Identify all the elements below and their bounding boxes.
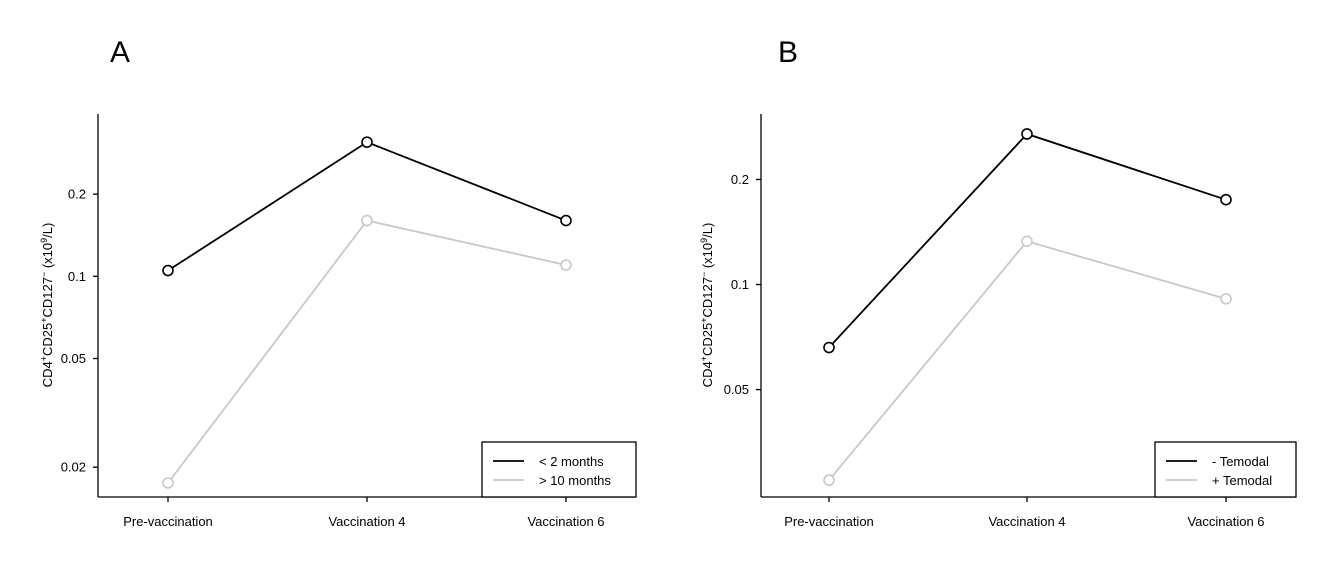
- x-tick-label: Pre-vaccination: [784, 514, 874, 529]
- legend: < 2 months > 10 months: [481, 441, 637, 498]
- y-tick-label: 0.05: [724, 382, 749, 397]
- data-point: [162, 264, 174, 277]
- y-tick-label: 0.02: [61, 460, 86, 475]
- data-point: [560, 214, 572, 227]
- x-tick-label: Vaccination 4: [988, 514, 1065, 529]
- y-tick-label: 0.05: [61, 351, 86, 366]
- legend-label: - Temodal: [1212, 454, 1269, 469]
- y-tick-label: 0.1: [68, 269, 86, 284]
- data-point: [1220, 193, 1232, 206]
- legend-label: < 2 months: [539, 454, 604, 469]
- x-tick-label: Pre-vaccination: [123, 514, 213, 529]
- x-tick-label: Vaccination 4: [328, 514, 405, 529]
- panel-a: A 0.02 0.05 0.1 0.2 Pre-vaccination Vaccinatio…: [39, 36, 637, 529]
- legend-box: [1154, 441, 1297, 498]
- panel-letter: A: [110, 36, 130, 69]
- data-point: [1220, 293, 1232, 305]
- panel-b: B 0.05 0.1 0.2 Pre-vaccination Vaccination 4 V…: [699, 36, 1297, 529]
- data-point: [1021, 128, 1033, 140]
- data-point: [823, 474, 835, 487]
- panel-letter: B: [778, 36, 798, 69]
- legend-box: [481, 441, 637, 498]
- y-tick-label: 0.2: [731, 172, 749, 187]
- y-axis-label: CD4+CD25+CD127− (x109/L): [699, 223, 715, 388]
- data-point: [823, 341, 835, 354]
- legend-label: > 10 months: [539, 473, 611, 488]
- data-point: [162, 477, 174, 489]
- data-point: [361, 214, 373, 227]
- data-point: [560, 259, 572, 271]
- legend: - Temodal + Temodal: [1154, 441, 1297, 498]
- x-tick-label: Vaccination 6: [1187, 514, 1264, 529]
- data-point: [361, 136, 373, 148]
- legend-label: + Temodal: [1212, 473, 1272, 488]
- y-tick-label: 0.1: [731, 277, 749, 292]
- x-tick-label: Vaccination 6: [527, 514, 604, 529]
- data-point: [1021, 235, 1033, 248]
- y-axis-label: CD4+CD25+CD127− (x109/L): [39, 223, 55, 388]
- y-tick-label: 0.2: [68, 187, 86, 202]
